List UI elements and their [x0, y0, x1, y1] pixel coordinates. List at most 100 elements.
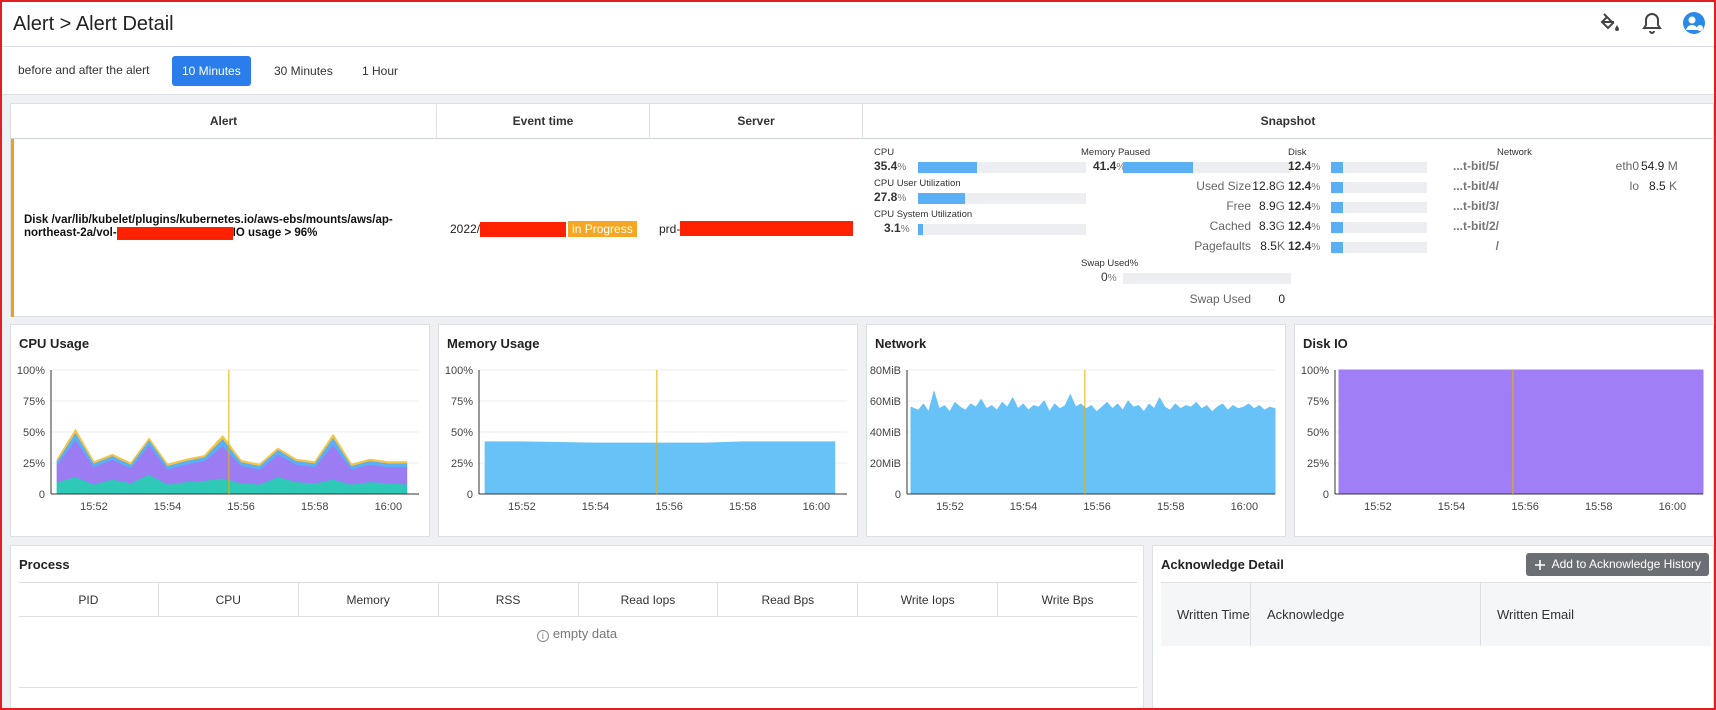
swap-used-label: Swap Used — [1189, 292, 1251, 306]
add-to-acknowledge-history-button[interactable]: Add to Acknowledge History — [1525, 553, 1709, 576]
x-tick-label: 15:52 — [1364, 501, 1392, 513]
disk-row-path: ...t-bit/5/ — [1453, 159, 1499, 173]
alert-message-line1: Disk /var/lib/kubelet/plugins/kubernetes… — [24, 214, 393, 226]
x-tick-label: 15:54 — [154, 501, 182, 513]
event-time-cell: 2022/ in Progress — [450, 221, 637, 237]
cached-value: 8.3G — [1258, 219, 1285, 233]
col-written-email[interactable]: Written Email — [1497, 607, 1575, 622]
swap-used-value: 0 — [1278, 292, 1285, 306]
disk-io-chart[interactable]: 0 25% 50% 75% 100% 15:52 15:54 15:56 15:58 16:00 — [1295, 325, 1715, 538]
status-badge: in Progress — [568, 221, 637, 237]
cpu-bar — [918, 162, 1086, 173]
x-tick-label: 15:54 — [582, 501, 610, 513]
memory-label: Memory Paused — [1081, 147, 1151, 158]
col-written-time[interactable]: Written Time — [1161, 583, 1251, 646]
free-value: 8.9G — [1258, 199, 1285, 213]
x-tick-label: 16:00 — [1231, 501, 1259, 513]
network-card: Network 0 20MiB 40MiB 60MiB 80MiB 15:52 15:54 1… — [866, 324, 1286, 537]
acknowledge-card: Acknowledge Detail Add to Acknowledge Hi… — [1152, 545, 1714, 710]
cpu-label: CPU — [874, 147, 895, 158]
y-tick-label: 25% — [23, 458, 45, 470]
y-tick-label: 100% — [445, 365, 473, 377]
add-button-label: Add to Acknowledge History — [1551, 557, 1701, 571]
y-tick-label: 0 — [1323, 489, 1329, 501]
empty-state: i empty data — [11, 626, 1143, 642]
range-30-minutes-button[interactable]: 30 Minutes — [264, 56, 343, 86]
cpu-usage-chart[interactable]: 0 25% 50% 75% 100% 15:52 15:54 15:56 15:58 16:00 — [11, 325, 431, 538]
network-eth0-name: eth0 — [1615, 159, 1639, 173]
col-pid[interactable]: PID — [19, 583, 159, 616]
alert-summary-card: Alert Event time Server Snapshot Disk /v… — [10, 103, 1714, 317]
redacted-block — [116, 227, 233, 240]
cached-label: Cached — [1209, 219, 1251, 233]
col-cpu[interactable]: CPU — [159, 583, 299, 616]
y-tick-label: 75% — [451, 396, 473, 408]
swap-value: 0 — [1101, 270, 1108, 284]
memory-bar — [1123, 162, 1291, 173]
cpu-user-value: 27.8 — [874, 190, 898, 204]
y-tick-label: 40MiB — [870, 427, 901, 439]
col-write-iops[interactable]: Write Iops — [858, 583, 999, 616]
header-snapshot: Snapshot — [1260, 114, 1316, 128]
y-tick-label: 25% — [1307, 458, 1329, 470]
memory-usage-card: Memory Usage 0 25% 50% 75% 100% 15:52 15:54 15:… — [438, 324, 858, 537]
col-acknowledge[interactable]: Acknowledge — [1251, 583, 1481, 646]
col-write-bps[interactable]: Write Bps — [1041, 593, 1094, 607]
plus-icon — [1534, 559, 1545, 570]
paint-bucket-icon[interactable] — [1598, 11, 1622, 35]
snapshot-swap: Swap Used% 0% — [1081, 258, 1138, 284]
server-cell: prd- — [659, 221, 854, 236]
process-table-footer — [19, 687, 1137, 688]
network-chart[interactable]: 0 20MiB 40MiB 60MiB 80MiB 15:52 15:54 15:56 15:5… — [867, 325, 1287, 538]
alert-message: Disk /var/lib/kubelet/plugins/kubernetes… — [24, 214, 404, 240]
swap-bar — [1123, 273, 1291, 284]
network-label: Network — [1497, 147, 1532, 158]
used-size-value: 12.8G — [1252, 179, 1285, 193]
disk-row-value: 12.4% — [1288, 159, 1321, 173]
cpu-system-value: 3.1 — [884, 221, 901, 235]
col-memory[interactable]: Memory — [299, 583, 439, 616]
snapshot-cpu-user: CPU User Utilization 27.8% — [874, 178, 961, 204]
x-tick-label: 15:52 — [80, 501, 108, 513]
y-tick-label: 50% — [451, 427, 473, 439]
col-rss[interactable]: RSS — [439, 583, 579, 616]
x-tick-label: 15:52 — [936, 501, 964, 513]
x-tick-label: 15:56 — [1083, 501, 1111, 513]
disk-row-value: 12.4% — [1288, 179, 1321, 193]
series-area — [484, 441, 836, 495]
y-tick-label: 25% — [451, 458, 473, 470]
header-server: Server — [650, 104, 863, 139]
top-bar: Alert > Alert Detail — [2, 2, 1714, 47]
page-title: Alert > Alert Detail — [13, 13, 174, 35]
empty-text: empty data — [552, 626, 618, 641]
snapshot-cpu: CPU 35.4% — [874, 147, 906, 173]
series-area — [910, 391, 1276, 495]
range-10-minutes-button[interactable]: 10 Minutes — [172, 56, 251, 86]
range-1-hour-button[interactable]: 1 Hour — [352, 56, 408, 86]
x-tick-label: 15:52 — [508, 501, 536, 513]
disk-row-path: / — [1495, 239, 1499, 253]
x-tick-label: 15:54 — [1010, 501, 1038, 513]
alert-message-line2-b: IO usage > 96% — [232, 227, 318, 239]
x-tick-label: 15:54 — [1438, 501, 1466, 513]
x-tick-label: 15:58 — [729, 501, 757, 513]
col-read-iops[interactable]: Read Iops — [579, 583, 719, 616]
free-label: Free — [1226, 199, 1251, 213]
bell-icon[interactable] — [1640, 11, 1664, 35]
cpu-usage-card: CPU Usage 0 25% 50% 75% 100% 15:52 15:54 15:56 1… — [10, 324, 430, 537]
disk-row-path: ...t-bit/3/ — [1453, 199, 1499, 213]
header-event-time: Event time — [437, 104, 650, 139]
x-tick-label: 16:00 — [1659, 501, 1687, 513]
col-read-bps[interactable]: Read Bps — [718, 583, 859, 616]
redacted-block — [480, 221, 567, 237]
user-avatar-icon[interactable] — [1682, 11, 1706, 35]
acknowledge-table-header: Written Time Acknowledge Written Email — [1161, 582, 1711, 646]
cpu-user-bar — [918, 193, 1086, 204]
disk-row-bar — [1331, 242, 1427, 253]
x-tick-label: 15:56 — [1511, 501, 1539, 513]
memory-unit: % — [1116, 162, 1126, 173]
time-range-bar: before and after the alert 10 Minutes 30… — [2, 47, 1714, 95]
memory-usage-chart[interactable]: 0 25% 50% 75% 100% 15:52 15:54 15:56 15:58 16:00 — [439, 325, 859, 538]
disk-row-bar — [1331, 222, 1427, 233]
header-alert: Alert — [11, 104, 437, 139]
